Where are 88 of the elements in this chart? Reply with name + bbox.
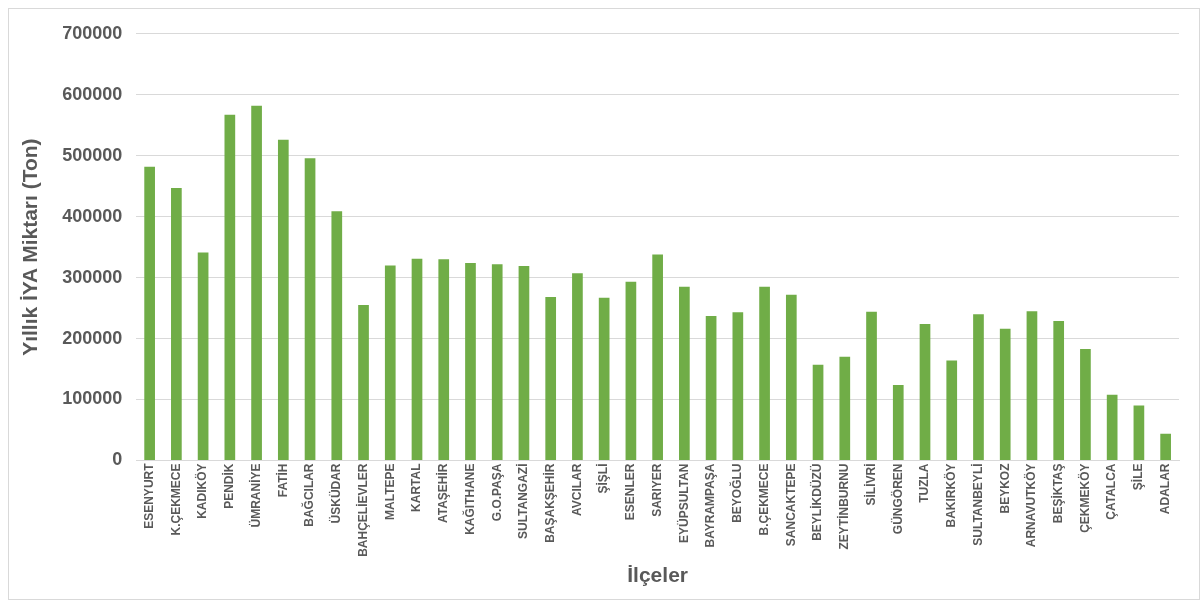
bar [598,297,610,460]
y-tick-label: 500000 [62,144,123,165]
bar [705,316,717,460]
bar [304,158,316,460]
bar [251,105,262,460]
x-tick-label: FATİH [274,463,290,498]
x-tick-label: ESENYURT [141,462,156,529]
bar [197,252,209,460]
bar [919,323,931,460]
bar [224,114,236,460]
bar [892,384,904,460]
x-tick-label: ÜMRANİYE [247,463,263,528]
x-tick-label: KARTAL [409,463,424,512]
y-tick-label: 200000 [62,327,123,348]
x-tick-label: TUZLA [917,463,932,503]
bar [491,264,503,460]
x-tick-label: ÜSKÜDAR [328,463,344,524]
y-tick-label: 400000 [62,205,123,226]
x-tick-label: SARIYER [649,463,664,517]
x-tick-label: BEYOĞLU [729,463,745,523]
x-tick-label: SULTANBEYLİ [969,463,985,546]
x-tick-label: K.ÇEKMECE [168,463,183,536]
x-tick-label: GÜNGÖREN [889,463,905,535]
bar [144,166,155,460]
x-tick-label: BAŞAKŞEHİR [542,463,557,543]
x-tick-label: BAKIRKÖY [943,463,959,528]
x-tick-label: ŞİŞLİ [595,463,611,494]
x-tick-label: SULTANGAZİ [515,463,531,540]
bar [277,139,289,460]
x-tick-label: KADIKÖY [194,463,210,519]
x-tick-label: ESENLER [623,463,638,521]
x-tick-label: SANCAKTEPE [783,463,798,547]
bar [572,273,583,460]
bar [1026,311,1038,460]
bar [1160,433,1171,460]
bar [171,188,182,460]
bar [785,294,797,460]
bar [358,305,369,460]
bar [545,297,557,460]
x-tick-label: BEYLİKDÜZÜ [809,463,825,541]
x-tick-label: BAĞCILAR [301,463,317,527]
bar [1053,320,1065,460]
bar [438,259,450,460]
bar [1133,405,1145,460]
bar [384,265,396,460]
x-tick-label: ARNAVUTKÖY [1023,463,1039,548]
bar [518,266,530,460]
y-tick-label: 700000 [62,22,123,43]
bar [411,258,423,460]
x-tick-label: ADALAR [1157,463,1172,515]
x-tick-label: ŞİLE [1130,463,1146,491]
x-tick-label: ÇEKMEKÖY [1076,463,1092,533]
x-tick-label: SİLİVRİ [862,463,878,506]
bar [732,312,744,460]
x-tick-label: BEYKOZ [997,463,1012,514]
x-tick-label: G.O.PAŞA [489,463,504,522]
y-tick-label: 100000 [62,388,123,409]
bar [625,281,637,460]
y-tick-label: 300000 [62,266,123,287]
x-tick-label: B.ÇEKMECE [756,463,771,536]
bar [465,262,476,460]
x-tick-label: EYÜPSULTAN [675,463,691,544]
bar [812,364,824,460]
x-tick-label: BEŞİKTAŞ [1050,463,1065,524]
bar [946,360,958,460]
x-tick-label: ATAŞEHİR [435,463,451,524]
bar [331,211,343,460]
y-axis-title: Yıllık İYA Miktarı (Ton) [18,138,42,356]
bar [1106,394,1118,460]
x-tick-label: KAĞITHANE [461,463,477,535]
bar [973,314,984,460]
x-tick-label: PENDİK [221,463,237,509]
bar [866,311,877,460]
y-tick-label: 0 [112,449,123,470]
x-tick-label: ZEYTİNBURNU [836,463,852,550]
x-tick-label: ÇATALCA [1104,463,1119,520]
x-tick-label: BAHÇELİEVLER [354,463,370,557]
bar [759,286,770,460]
x-tick-label: BAYRAMPAŞA [703,463,718,548]
bar [679,286,690,460]
x-tick-label: MALTEPE [382,463,397,520]
x-axis-title: İlçeler [627,563,688,587]
bar [999,328,1011,460]
x-tick-label: AVCILAR [569,463,584,516]
bar [839,356,851,460]
bar [652,254,663,460]
y-tick-label: 600000 [62,83,123,104]
bar [1080,348,1091,460]
